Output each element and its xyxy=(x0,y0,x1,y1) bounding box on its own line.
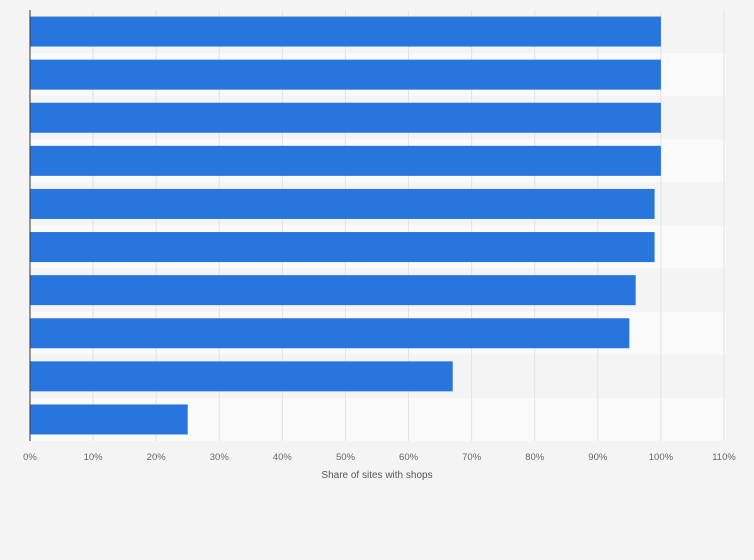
bar[interactable] xyxy=(30,318,630,349)
x-tick-label: 80% xyxy=(525,452,545,463)
x-tick-label: 0% xyxy=(23,452,37,463)
x-tick-label: 10% xyxy=(84,452,104,463)
bar[interactable] xyxy=(30,16,661,47)
bar[interactable] xyxy=(30,188,655,219)
bar[interactable] xyxy=(30,232,655,263)
bar[interactable] xyxy=(30,145,661,176)
bar[interactable] xyxy=(30,275,636,306)
x-tick-label: 90% xyxy=(588,452,608,463)
x-tick-label: 40% xyxy=(273,452,293,463)
x-axis-title: Share of sites with shops xyxy=(321,470,432,481)
x-tick-label: 50% xyxy=(336,452,356,463)
bar[interactable] xyxy=(30,404,188,435)
bar[interactable] xyxy=(30,102,661,133)
x-tick-label: 110% xyxy=(712,452,736,463)
x-tick-label: 100% xyxy=(649,452,674,463)
bar[interactable] xyxy=(30,361,453,392)
x-tick-label: 70% xyxy=(462,452,482,463)
bars xyxy=(30,16,661,435)
bar[interactable] xyxy=(30,59,661,90)
x-tick-label: 30% xyxy=(210,452,230,463)
x-tick-label: 20% xyxy=(147,452,167,463)
x-tick-label: 60% xyxy=(399,452,419,463)
x-tick-labels: 0% 10% 20% 30% 40% 50% 60% 70% 80% 90% 100% 110% xyxy=(23,452,736,463)
